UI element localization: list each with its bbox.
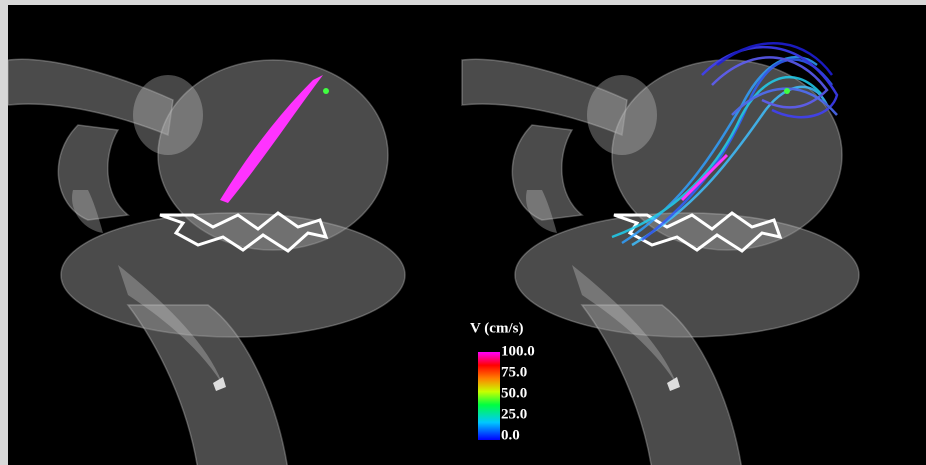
colorbar-label: 25.0 [501,406,527,422]
page: V (cm/s) 100.075.050.025.00.0 (() => { c… [0,0,926,465]
colorbar-label: 0.0 [501,427,520,443]
colorbar-title: V (cm/s) [470,320,523,336]
visualization: V (cm/s) 100.0 75.0 50.0 25.0 0.0 [0,0,926,465]
colorbar-gradient [478,352,500,440]
colorbar-label: 50.0 [501,385,527,401]
colorbar-label: 75.0 [501,364,527,380]
colorbar-label: 100.0 [501,343,535,359]
